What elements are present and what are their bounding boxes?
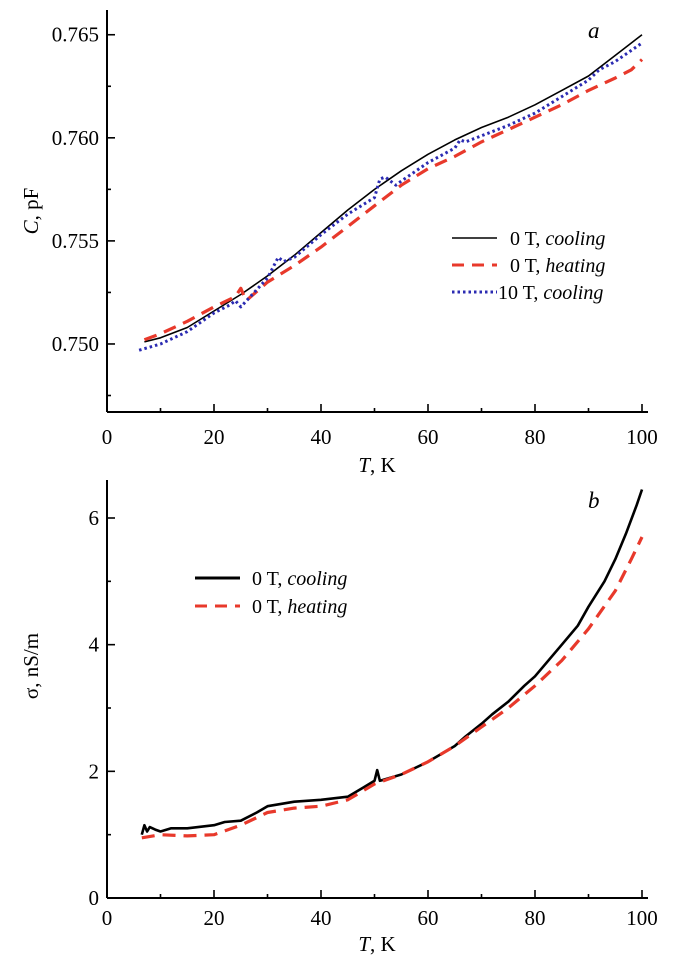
panel-b-y-tick-label: 2 bbox=[89, 759, 100, 783]
panel-a-axes bbox=[106, 10, 648, 413]
panel-b-y-tick-label: 4 bbox=[89, 633, 100, 657]
panel-b-x-tick-label: 0 bbox=[102, 906, 113, 930]
panel-b-axes bbox=[106, 480, 648, 899]
panel-a-y-axis-label: C, pF bbox=[19, 188, 43, 235]
panel-a-x-tick-label: 20 bbox=[204, 425, 225, 449]
panel-a-series bbox=[138, 34, 644, 352]
panel-a-x-tick-label: 40 bbox=[311, 425, 332, 449]
panel-a-x-axis-label: T, K bbox=[358, 453, 395, 477]
panel-b-x-tick-label: 60 bbox=[418, 906, 439, 930]
panel-b-series-line-1 bbox=[141, 536, 644, 840]
panel-b-chart: 0 20 40 60 80 100 0 2 4 6 b T, K σ, nS/m 0 T, coo… bbox=[19, 480, 658, 956]
panel-a-x-tick-label: 80 bbox=[525, 425, 546, 449]
panel-a-legend: 0 T, cooling 0 T, heating 10 T, cooling bbox=[452, 228, 605, 304]
panel-b-x-tick-label: 80 bbox=[525, 906, 546, 930]
panel-a-x-tick-label: 0 bbox=[102, 425, 113, 449]
panel-b-letter: b bbox=[588, 488, 600, 513]
panel-a-legend-label-0: 0 T, cooling bbox=[510, 228, 605, 250]
panel-b-legend-label-0: 0 T, cooling bbox=[252, 568, 347, 590]
panel-b-y-tick-label: 0 bbox=[89, 886, 100, 910]
panel-a-legend-label-1: 0 T, heating bbox=[510, 255, 605, 277]
panel-a-y-tick-label: 0.765 bbox=[52, 23, 99, 47]
panel-b-ticks: 0 20 40 60 80 100 0 2 4 6 bbox=[89, 506, 658, 930]
panel-b-x-axis-label: T, K bbox=[358, 932, 395, 956]
panel-b-x-tick-label: 20 bbox=[204, 906, 225, 930]
panel-a-y-tick-label: 0.760 bbox=[52, 126, 99, 150]
panel-b-y-axis-label: σ, nS/m bbox=[19, 633, 43, 699]
panel-a-y-tick-label: 0.750 bbox=[52, 332, 99, 356]
panel-a-series-line-1 bbox=[143, 58, 644, 342]
panel-a-legend-label-2: 10 T, cooling bbox=[498, 282, 603, 304]
panel-b-series bbox=[140, 489, 644, 840]
panel-a-series-line-2 bbox=[138, 41, 643, 352]
panel-b-x-tick-label: 100 bbox=[626, 906, 658, 930]
panel-b-series-line-0 bbox=[140, 489, 644, 836]
panel-a-x-tick-label: 60 bbox=[418, 425, 439, 449]
panel-a-x-tick-label: 100 bbox=[626, 425, 658, 449]
panel-a-ticks: 0 20 40 60 80 100 0.750 0.755 0.760 0.765 bbox=[52, 23, 658, 449]
panel-a-letter: a bbox=[588, 18, 600, 43]
panel-b-x-tick-label: 40 bbox=[311, 906, 332, 930]
panel-a-y-tick-label: 0.755 bbox=[52, 229, 99, 253]
panel-b-legend: 0 T, cooling 0 T, heating bbox=[195, 568, 347, 618]
panel-b-legend-label-1: 0 T, heating bbox=[252, 596, 347, 618]
panel-b-y-tick-label: 6 bbox=[89, 506, 100, 530]
panel-a-series-line-0 bbox=[144, 34, 643, 343]
